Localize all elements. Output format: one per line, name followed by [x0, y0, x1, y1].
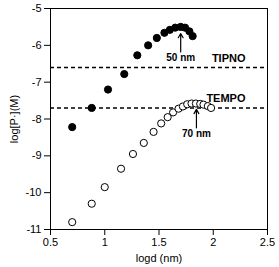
svg-text:TIPNO: TIPNO — [212, 52, 246, 64]
svg-text:-5: -5 — [32, 2, 42, 14]
svg-text:50 nm: 50 nm — [166, 52, 195, 63]
svg-text:TEMPO: TEMPO — [206, 92, 246, 104]
svg-text:-6: -6 — [32, 39, 42, 51]
svg-text:log[P·](M): log[P·](M) — [8, 95, 20, 143]
svg-text:2.5: 2.5 — [260, 236, 275, 248]
svg-text:1: 1 — [102, 236, 108, 248]
svg-text:-10: -10 — [26, 186, 42, 198]
svg-text:-11: -11 — [26, 223, 41, 235]
svg-text:-9: -9 — [32, 149, 42, 161]
svg-text:logd (nm): logd (nm) — [136, 252, 182, 264]
svg-text:-7: -7 — [32, 76, 42, 88]
svg-text:1.5: 1.5 — [151, 236, 166, 248]
svg-text:0.5: 0.5 — [43, 236, 58, 248]
svg-text:2: 2 — [210, 236, 216, 248]
svg-text:-8: -8 — [32, 113, 42, 125]
svg-text:70 nm: 70 nm — [182, 128, 211, 139]
